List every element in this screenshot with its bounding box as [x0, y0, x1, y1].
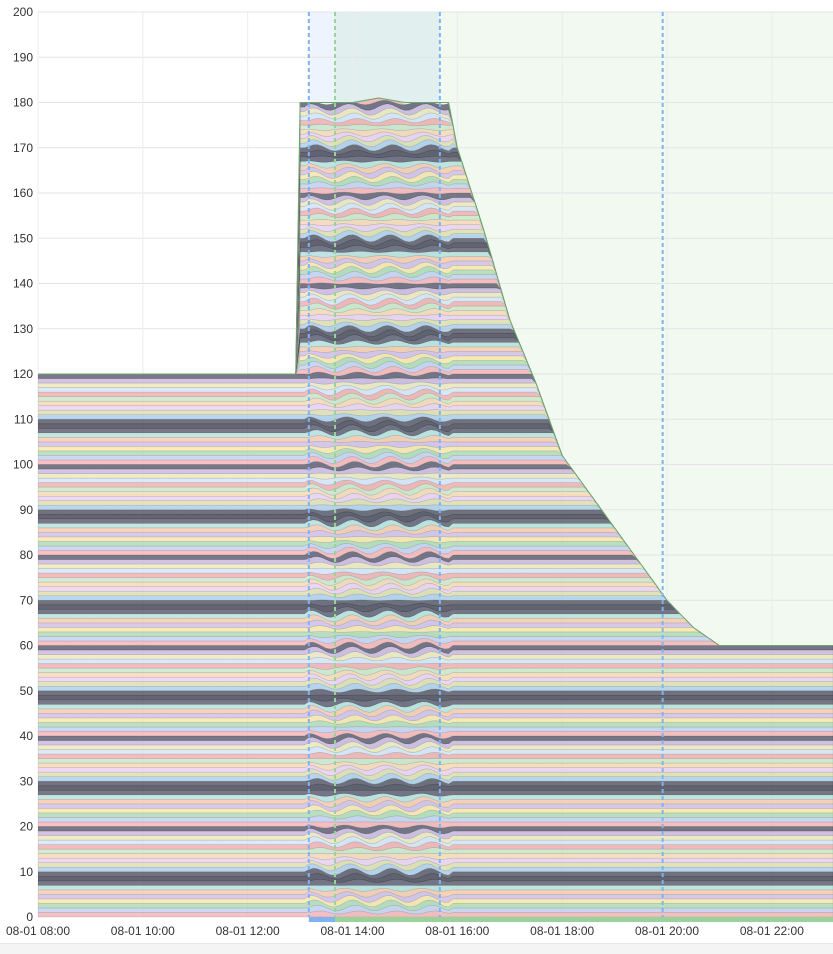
y-tick-label: 190	[13, 50, 33, 64]
y-tick-label: 130	[13, 322, 33, 336]
y-tick-label: 180	[13, 96, 33, 110]
y-tick-label: 70	[20, 593, 34, 607]
marker-lines	[307, 12, 833, 922]
x-tick-label: 08-01 16:00	[425, 924, 489, 938]
y-tick-label: 200	[13, 5, 33, 19]
bottom-divider	[0, 943, 833, 944]
y-tick-label: 140	[13, 277, 33, 291]
y-tick-label: 30	[20, 774, 34, 788]
x-tick-label: 08-01 10:00	[111, 924, 175, 938]
x-tick-label: 08-01 18:00	[530, 924, 594, 938]
x-tick-label: 08-01 14:00	[320, 924, 384, 938]
y-tick-label: 10	[20, 865, 34, 879]
y-tick-label: 90	[20, 503, 34, 517]
y-tick-label: 100	[13, 458, 33, 472]
x-tick-label: 08-01 22:00	[740, 924, 804, 938]
total-envelope-line	[38, 97, 833, 646]
y-tick-label: 150	[13, 231, 33, 245]
y-tick-label: 110	[14, 412, 33, 426]
x-tick-label: 08-01 12:00	[216, 924, 280, 938]
y-tick-label: 80	[20, 548, 34, 562]
x-axis: 08-01 08:00 08-01 10:00 08-01 12:00 08-01 1…	[6, 924, 804, 938]
y-tick-label: 120	[13, 367, 33, 381]
y-tick-label: 170	[13, 141, 33, 155]
x-tick-label: 08-01 08:00	[6, 924, 70, 938]
x-tick-label: 08-01 20:00	[635, 924, 699, 938]
series-layers	[38, 97, 833, 917]
y-tick-label: 20	[20, 820, 34, 834]
y-tick-label: 160	[13, 186, 33, 200]
y-tick-label: 50	[20, 684, 34, 698]
y-tick-label: 60	[20, 639, 34, 653]
y-tick-label: 0	[26, 910, 33, 924]
y-tick-label: 40	[20, 729, 34, 743]
bottom-strip	[0, 944, 833, 954]
region-bar-1	[335, 917, 833, 922]
y-axis: 0 10 20 30 40 50 60 70 80 90 100 110 120 130 140 150 160…	[13, 5, 33, 924]
